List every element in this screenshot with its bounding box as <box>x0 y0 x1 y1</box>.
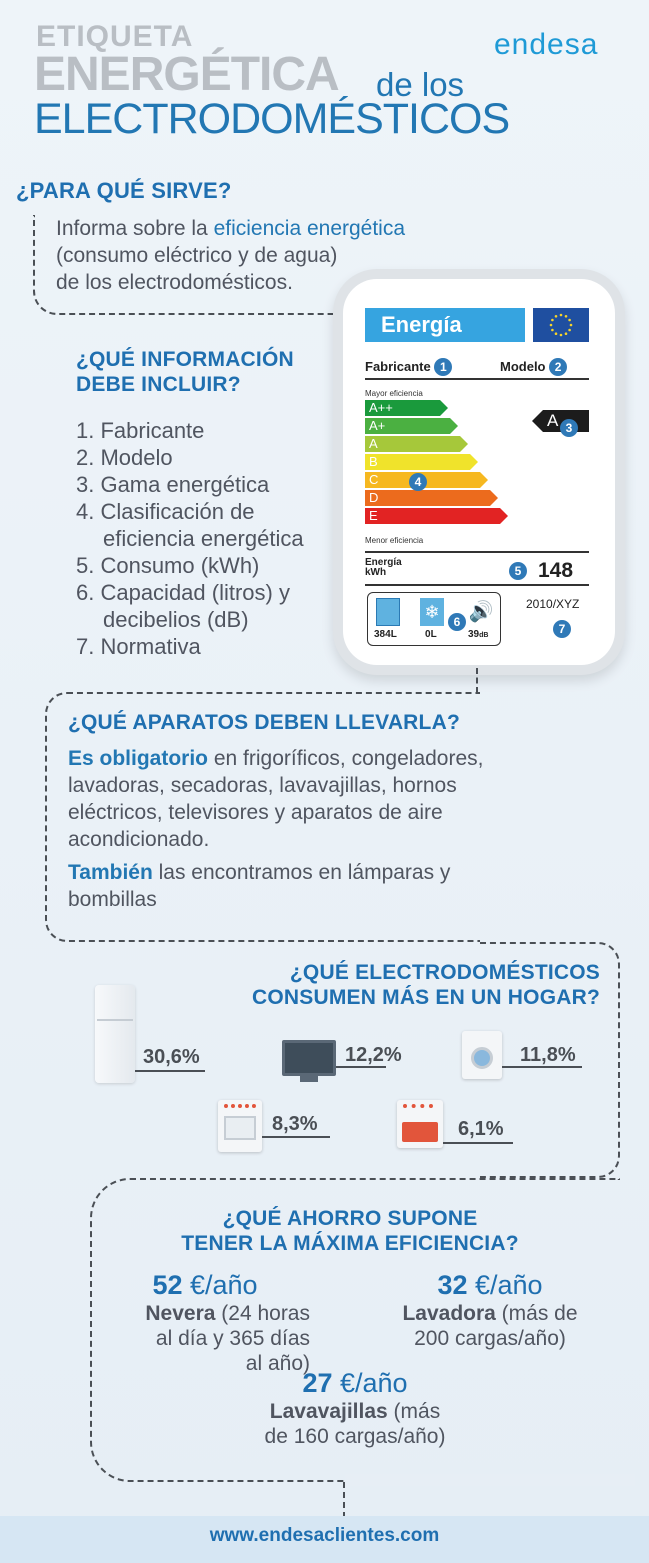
capacity-box: 384L ❄ 0L 6 🔊 39dB <box>367 592 501 646</box>
class-bar-e: E <box>365 508 508 524</box>
tv-percent: 12,2% <box>345 1044 402 1066</box>
list-item: 4. Clasificación de <box>76 499 255 524</box>
section5-frame-mask <box>345 1474 635 1486</box>
saving-dishwasher-desc: Lavavajillas (más de 160 cargas/año) <box>264 1400 446 1448</box>
header-line1: ETIQUETA <box>36 20 194 53</box>
fridge-icon <box>95 985 135 1083</box>
oven-door <box>224 1116 256 1140</box>
rating-arrow-tip <box>532 410 543 432</box>
list-item: 2. Modelo <box>76 445 173 470</box>
list-item: decibelios (dB) <box>103 607 249 632</box>
footer-bar <box>0 1516 649 1563</box>
section5-connector <box>343 1482 345 1518</box>
label-energia: Energía kWh <box>365 557 402 578</box>
label-divider-2 <box>365 551 589 553</box>
label-mayor: Mayor eficiencia <box>365 389 423 398</box>
label-menor: Menor eficiencia <box>365 536 424 545</box>
class-bar-d: D <box>365 490 498 506</box>
list-item: 5. Consumo (kWh) <box>76 553 260 578</box>
washer-icon <box>462 1031 502 1079</box>
washer-percent: 11,8% <box>520 1044 576 1066</box>
brand-logo: endesa <box>494 28 599 61</box>
washer-drum <box>471 1047 493 1069</box>
class-bar-a-plus-plus: A++ <box>365 400 448 416</box>
washer-line <box>502 1066 582 1068</box>
list-item: 7. Normativa <box>76 634 201 659</box>
efficiency-scale: A++ A+ A B C D E 4 <box>365 400 525 535</box>
label-marker-4: 4 <box>409 473 427 491</box>
rating-arrow: A 3 <box>532 410 589 437</box>
label-divider-1 <box>365 378 589 380</box>
section1-divider <box>33 215 343 315</box>
oven-percent: 8,3% <box>272 1113 318 1135</box>
class-bar-a-plus: A+ <box>365 418 458 434</box>
label-divider-3 <box>365 584 589 586</box>
label-modelo: Modelo 2 <box>500 358 568 376</box>
section2-connector <box>460 668 478 693</box>
section2-list: 1. Fabricante 2. Modelo 3. Gama energéti… <box>76 417 304 660</box>
label-marker-3: 3 <box>560 419 578 437</box>
section5-title: ¿QUÉ AHORRO SUPONE TENER LA MÁXIMA EFICI… <box>181 1207 519 1255</box>
label-consumo: 148 <box>538 559 574 582</box>
header-line2: ENERGÉTICA <box>34 48 340 101</box>
section1-text: Informa sobre la eficiencia energética (… <box>56 217 406 294</box>
capacity-fridge: 384L <box>374 629 397 640</box>
capacity-freezer: 0L <box>425 629 437 640</box>
tv-stand <box>300 1076 318 1082</box>
saving-dishwasher-amount: 27 €/año <box>302 1368 408 1398</box>
dishwasher-percent: 6,1% <box>458 1118 504 1140</box>
dishwasher-line <box>443 1142 513 1144</box>
section4-frame <box>480 942 620 1178</box>
fridge-handle <box>97 1019 133 1021</box>
energy-label-card: Energía Fabricante 1 Modelo 2 Mayor efic… <box>343 279 615 665</box>
list-item: 1. Fabricante <box>76 418 205 443</box>
saving-fridge-amount: 52 €/año <box>152 1270 258 1300</box>
section3-frame <box>45 692 480 942</box>
section3-text: Es obligatorio en frigoríficos, congelad… <box>68 747 484 911</box>
section4-title: ¿QUÉ ELECTRODOMÉSTICOS CONSUMEN MÁS EN U… <box>251 961 600 1009</box>
tv-icon <box>282 1040 336 1076</box>
fridge-line <box>135 1070 205 1072</box>
fridge-percent: 30,6% <box>143 1046 200 1068</box>
section1-title: ¿PARA QUÉ SIRVE? <box>16 178 232 203</box>
saving-washer-desc: Lavadora (más de 200 cargas/año) <box>402 1302 578 1350</box>
eu-flag-icon <box>533 308 589 342</box>
saving-fridge-desc: Nevera (24 horas al día y 365 días al añ… <box>145 1302 310 1375</box>
dishwasher-dots <box>403 1104 433 1108</box>
section3-title: ¿QUÉ APARATOS DEBEN LLEVARLA? <box>68 711 460 734</box>
saving-washer: 32 €/año Lavadora (más de 200 cargas/año… <box>380 1270 600 1351</box>
snowflake-icon: ❄ <box>420 598 444 626</box>
class-bar-b: B <box>365 454 478 470</box>
rating-value: A <box>547 411 559 430</box>
dishwasher-plates <box>402 1122 438 1142</box>
header-line3: ELECTRODOMÉSTICOS <box>34 95 510 143</box>
label-norma: 2010/XYZ <box>526 597 580 611</box>
list-item: 6. Capacidad (litros) y <box>76 580 290 605</box>
label-marker-5: 5 <box>509 562 527 580</box>
label-fabricante: Fabricante 1 <box>365 358 453 376</box>
oven-line <box>262 1136 330 1138</box>
dishwasher-icon <box>397 1100 443 1148</box>
header-line2b: de los <box>376 66 465 103</box>
list-item: eficiencia energética <box>103 526 304 551</box>
saving-fridge: 52 €/año Nevera (24 horas al día y 365 d… <box>100 1270 310 1376</box>
section2-title: ¿QUÉ INFORMACIÓN DEBE INCLUIR? <box>76 348 294 396</box>
tv-line <box>336 1066 386 1068</box>
oven-icon <box>218 1100 262 1152</box>
saving-dishwasher: 27 €/año Lavavajillas (más de 160 cargas… <box>235 1368 475 1449</box>
sound-icon: 🔊 <box>468 601 494 623</box>
class-bar-a: A <box>365 436 468 452</box>
label-marker-6: 6 <box>448 613 466 631</box>
fridge-small-icon <box>376 598 400 626</box>
saving-washer-amount: 32 €/año <box>437 1270 543 1300</box>
label-marker-7: 7 <box>553 620 571 638</box>
oven-knobs <box>224 1104 256 1108</box>
capacity-noise: 39dB <box>468 629 489 640</box>
list-item: 3. Gama energética <box>76 472 270 497</box>
label-title: Energía <box>381 312 462 337</box>
label-title-bar <box>365 308 525 342</box>
footer-link[interactable]: www.endesaclientes.com <box>209 1525 440 1546</box>
